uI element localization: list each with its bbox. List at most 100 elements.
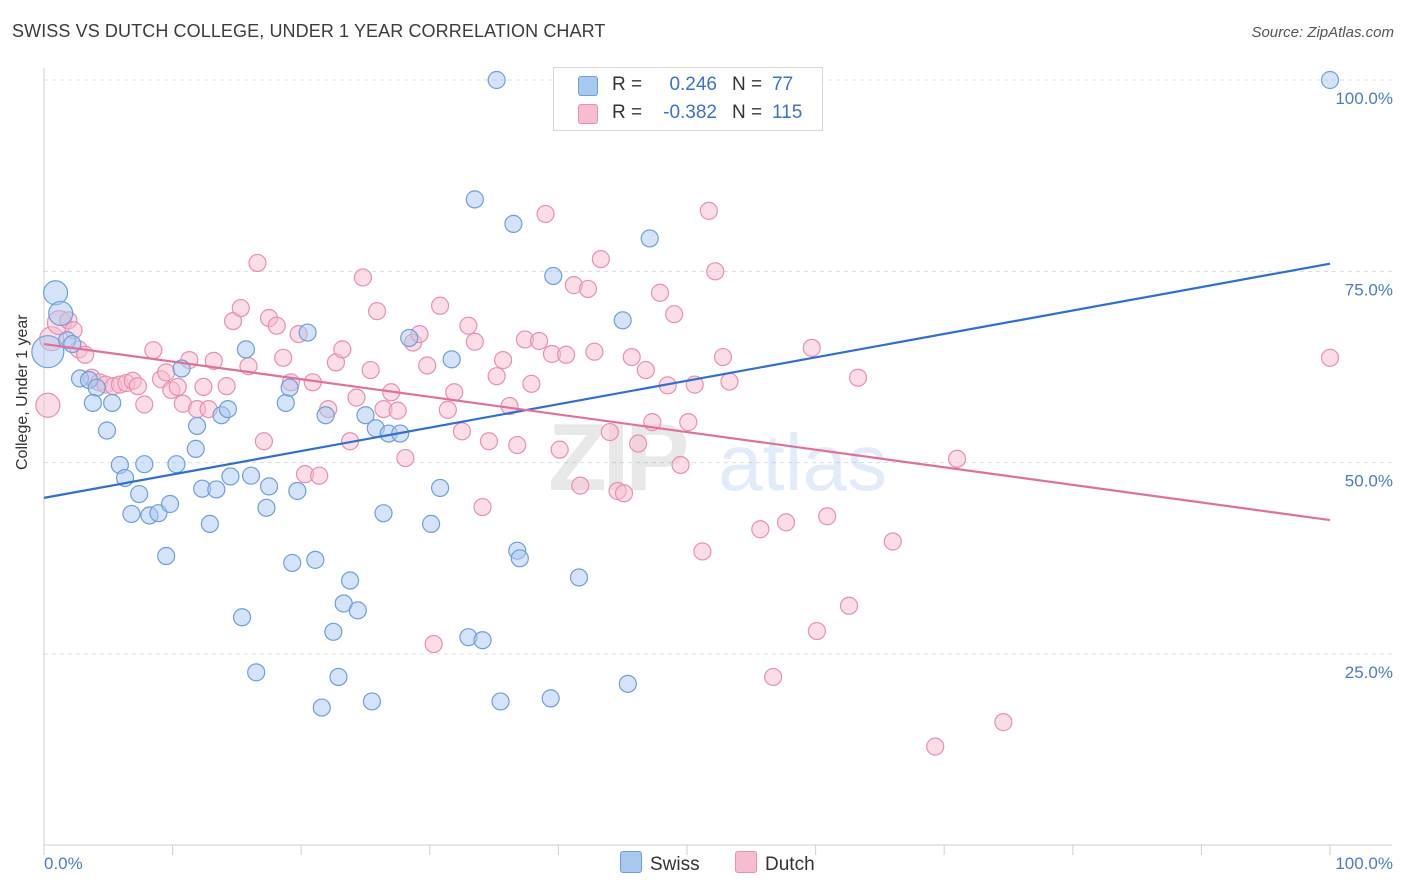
dutch-point bbox=[550, 440, 569, 459]
dutch-point bbox=[522, 374, 541, 393]
legend-r-label: R = bbox=[612, 74, 643, 95]
dutch-point bbox=[629, 434, 648, 453]
legend-n-value: 115 bbox=[772, 102, 803, 123]
dutch-point bbox=[508, 435, 527, 455]
dutch-point bbox=[274, 348, 293, 367]
dutch-point bbox=[204, 351, 223, 370]
swiss-point bbox=[218, 399, 237, 419]
trend-lines bbox=[43, 262, 1331, 522]
dutch-point bbox=[926, 737, 945, 756]
swiss-point bbox=[618, 674, 637, 693]
swiss-point bbox=[298, 323, 317, 342]
bottom-legend-dutch: Dutch bbox=[735, 851, 815, 876]
swiss-point bbox=[259, 477, 279, 496]
dutch-point bbox=[445, 383, 464, 402]
bottom-legend-swatch-dutch bbox=[735, 851, 757, 873]
legend-r-value: 0.246 bbox=[669, 74, 717, 95]
dutch-point bbox=[1320, 348, 1340, 367]
dutch-point bbox=[494, 351, 513, 370]
dutch-point bbox=[650, 283, 670, 302]
dutch-point bbox=[473, 497, 492, 517]
swiss-point bbox=[613, 311, 632, 330]
swiss-point bbox=[374, 504, 393, 523]
dutch-point bbox=[591, 249, 610, 269]
dutch-point bbox=[479, 432, 499, 451]
legend-row-swiss: R = 0.246 N = 77 bbox=[554, 73, 822, 99]
dutch-trend-line bbox=[43, 342, 1331, 522]
swiss-point bbox=[236, 340, 256, 359]
swiss-point bbox=[442, 350, 461, 369]
swiss-point bbox=[362, 692, 382, 711]
swiss-point bbox=[421, 514, 441, 533]
dutch-point bbox=[585, 342, 604, 361]
swiss-point bbox=[221, 467, 240, 486]
y-tick-label: 50.0% bbox=[1345, 472, 1393, 491]
swiss-point bbox=[280, 378, 299, 397]
svg-text:atlas: atlas bbox=[718, 418, 887, 507]
swiss-point bbox=[87, 378, 106, 397]
dutch-point bbox=[267, 316, 286, 335]
legend-n-label: N = bbox=[732, 74, 763, 95]
swiss-point bbox=[167, 455, 186, 474]
swiss-trend-line bbox=[43, 262, 1331, 499]
swiss-point bbox=[541, 689, 560, 708]
dutch-point bbox=[396, 448, 415, 468]
legend-n-label: N = bbox=[732, 102, 763, 123]
dutch-point bbox=[438, 400, 457, 419]
swiss-point bbox=[356, 406, 375, 425]
dutch-point bbox=[388, 401, 407, 420]
tick-labels: 25.0% 50.0% 75.0% 100.0% 0.0% 100.0% bbox=[44, 89, 1393, 873]
dutch-point bbox=[248, 253, 267, 273]
dutch-point bbox=[424, 634, 443, 654]
swiss-point bbox=[157, 546, 176, 566]
dutch-point bbox=[947, 449, 967, 468]
chart-title: SWISS VS DUTCH COLLEGE, UNDER 1 YEAR COR… bbox=[12, 21, 606, 41]
y-tick-label: 75.0% bbox=[1345, 280, 1393, 299]
swiss-point bbox=[257, 498, 276, 517]
swiss-point bbox=[31, 335, 65, 369]
dutch-point bbox=[128, 377, 147, 396]
legend-r-value: -0.382 bbox=[663, 102, 717, 123]
dutch-point bbox=[706, 262, 725, 281]
legend-row-dutch: R = -0.382 N = 115 bbox=[554, 101, 822, 127]
swiss-point bbox=[329, 667, 348, 687]
swiss-point bbox=[186, 439, 205, 458]
swiss-point bbox=[283, 553, 302, 573]
dutch-point bbox=[807, 621, 826, 641]
dutch-point bbox=[231, 298, 250, 318]
swiss-point bbox=[288, 481, 307, 501]
swiss-point bbox=[430, 478, 450, 498]
dutch-point bbox=[636, 360, 655, 380]
dutch-point bbox=[254, 432, 274, 451]
axes bbox=[43, 68, 1392, 855]
dutch-points bbox=[35, 201, 1340, 756]
legend-swatch-swiss bbox=[578, 76, 598, 96]
swiss-point bbox=[569, 568, 589, 587]
dutch-point bbox=[194, 377, 213, 396]
legend: R = 0.246 N = 77 R = -0.382 N = 115 bbox=[553, 67, 823, 131]
dutch-point bbox=[571, 476, 590, 495]
dutch-point bbox=[465, 332, 484, 351]
swiss-point bbox=[348, 601, 367, 620]
swiss-point bbox=[160, 494, 180, 514]
swiss-point bbox=[200, 514, 219, 533]
swiss-point bbox=[122, 504, 141, 524]
swiss-points bbox=[31, 70, 1340, 717]
swiss-point bbox=[103, 393, 122, 413]
swiss-point bbox=[316, 406, 335, 425]
y-tick-label: 25.0% bbox=[1345, 663, 1393, 682]
swiss-point bbox=[491, 692, 510, 711]
y-tick-label: 100.0% bbox=[1335, 89, 1393, 108]
swiss-point bbox=[130, 484, 149, 504]
swiss-point bbox=[1320, 70, 1340, 90]
dutch-point bbox=[144, 341, 163, 360]
swiss-point bbox=[276, 393, 295, 413]
dutch-point bbox=[994, 713, 1013, 732]
bottom-legend-swatch-swiss bbox=[620, 851, 642, 873]
swiss-point bbox=[83, 393, 102, 413]
swiss-point bbox=[135, 455, 154, 474]
dutch-point bbox=[536, 204, 555, 224]
dutch-point bbox=[310, 466, 329, 485]
swiss-point bbox=[465, 190, 484, 209]
